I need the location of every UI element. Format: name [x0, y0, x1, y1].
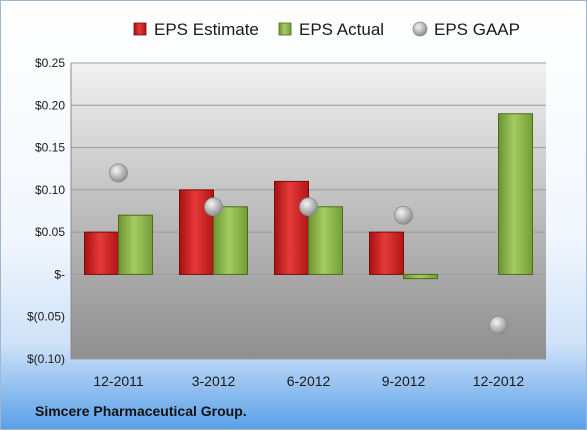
actual-bar [498, 113, 533, 275]
estimate-bar [274, 180, 309, 275]
y-tick-label: $0.15 [35, 141, 65, 155]
y-tick-label: $(0.05) [27, 310, 65, 324]
plot-area: $0.25 $0.20 $0.15 $0.10 $0.05 $- $(0.05) $(0.10… [27, 56, 546, 389]
y-tick-label: $0.25 [35, 56, 65, 70]
x-category-label: 3-2012 [192, 373, 236, 389]
x-category-label: 12-2012 [473, 373, 525, 389]
actual-bar [213, 206, 248, 275]
y-tick-label: $(0.10) [27, 352, 65, 366]
legend-estimate-swatch [133, 22, 147, 36]
gaap-marker [394, 205, 413, 225]
estimate-bar [369, 231, 404, 275]
actual-bar [308, 206, 343, 275]
gaap-marker [299, 197, 318, 217]
y-tick-label: $0.20 [35, 98, 65, 112]
x-category-label: 12-2011 [93, 373, 144, 389]
legend-label: EPS Estimate [154, 20, 259, 39]
legend-label: EPS GAAP [434, 20, 520, 39]
gaap-marker [489, 315, 508, 335]
estimate-bar [84, 231, 119, 275]
legend-gaap-swatch [412, 21, 428, 37]
gaap-marker [204, 197, 223, 217]
x-category-label: 6-2012 [287, 373, 331, 389]
y-tick-label: $0.10 [35, 183, 65, 197]
legend: EPS Estimate EPS Actual EPS GAAP [133, 20, 520, 39]
company-name: Simcere Pharmaceutical Group. [35, 403, 247, 419]
actual-bar [403, 273, 438, 280]
actual-bar [118, 214, 153, 275]
legend-label: EPS Actual [299, 20, 384, 39]
y-tick-label: $- [54, 267, 65, 281]
y-tick-label: $0.05 [35, 225, 65, 239]
gaap-marker [109, 163, 128, 183]
legend-actual-swatch [278, 22, 292, 36]
x-category-label: 9-2012 [382, 373, 426, 389]
